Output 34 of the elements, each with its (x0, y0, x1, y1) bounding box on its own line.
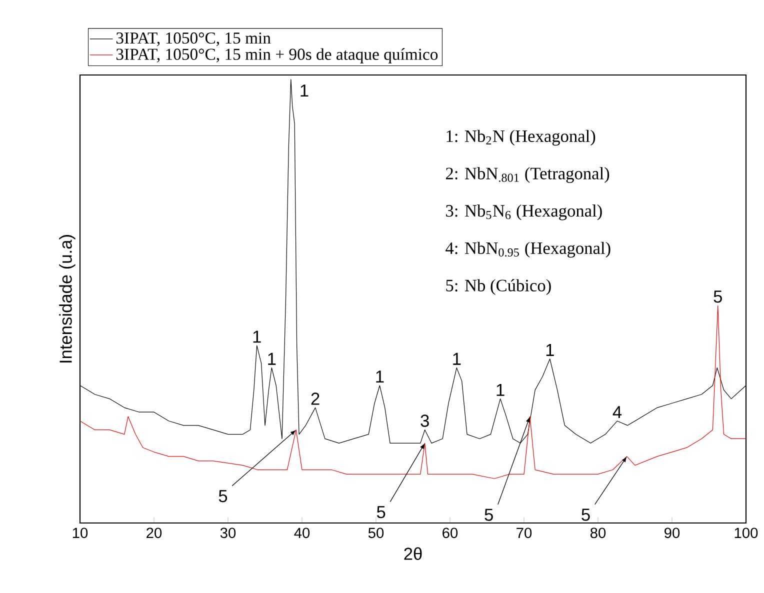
annotation: 3: Nb$_{5}$N$_{6}$ (Hexagonal) (446, 204, 602, 220)
x-tick-label: 50 (368, 528, 384, 538)
annotation: 3 (420, 414, 429, 427)
x-tick-label: 90 (664, 528, 680, 538)
annotation: 1 (376, 370, 384, 383)
legend-label: 3IPAT, 1050°C, 15 min + 90s de ataque químico (116, 48, 438, 64)
x-tick-label: 40 (294, 528, 310, 538)
x-tick-label: 80 (590, 528, 606, 538)
annotation: 2: NbN$_{.801}$ (Tetragonal) (446, 167, 610, 183)
annotation: 5 (376, 506, 386, 518)
x-tick-label: 60 (442, 528, 458, 538)
legend-label: 3IPAT, 1050°C, 15 min (116, 32, 271, 46)
annotation: 5: Nb (Cúbico) (446, 279, 551, 295)
x-tick-label: 30 (220, 528, 236, 538)
annotation: 2 (311, 392, 320, 405)
annotation: 5 (484, 508, 493, 521)
annotation: 5 (582, 508, 590, 521)
annotation: 1 (496, 384, 504, 396)
annotation: 5 (218, 490, 228, 502)
annotation: 1 (300, 84, 308, 96)
annotation: 1 (546, 344, 554, 356)
x-tick-label: 10 (72, 528, 88, 538)
x-tick-label: 20 (146, 528, 162, 538)
y-axis-title: Intensidade (u.a) (59, 235, 76, 362)
annotation: 1 (268, 352, 276, 365)
annotation: 4 (612, 406, 622, 418)
annotation: 1 (253, 330, 261, 343)
x-tick-label: 70 (516, 528, 532, 538)
annotation: 5 (714, 290, 722, 303)
annotation: 1 (453, 352, 461, 365)
x-axis-title: 2θ (404, 547, 422, 560)
annotation: 1: Nb$_{2}$N (Hexagonal) (446, 130, 596, 146)
x-tick-label: 100 (734, 528, 758, 538)
annotation: 4: NbN$_{0.95}$ (Hexagonal) (446, 242, 610, 258)
